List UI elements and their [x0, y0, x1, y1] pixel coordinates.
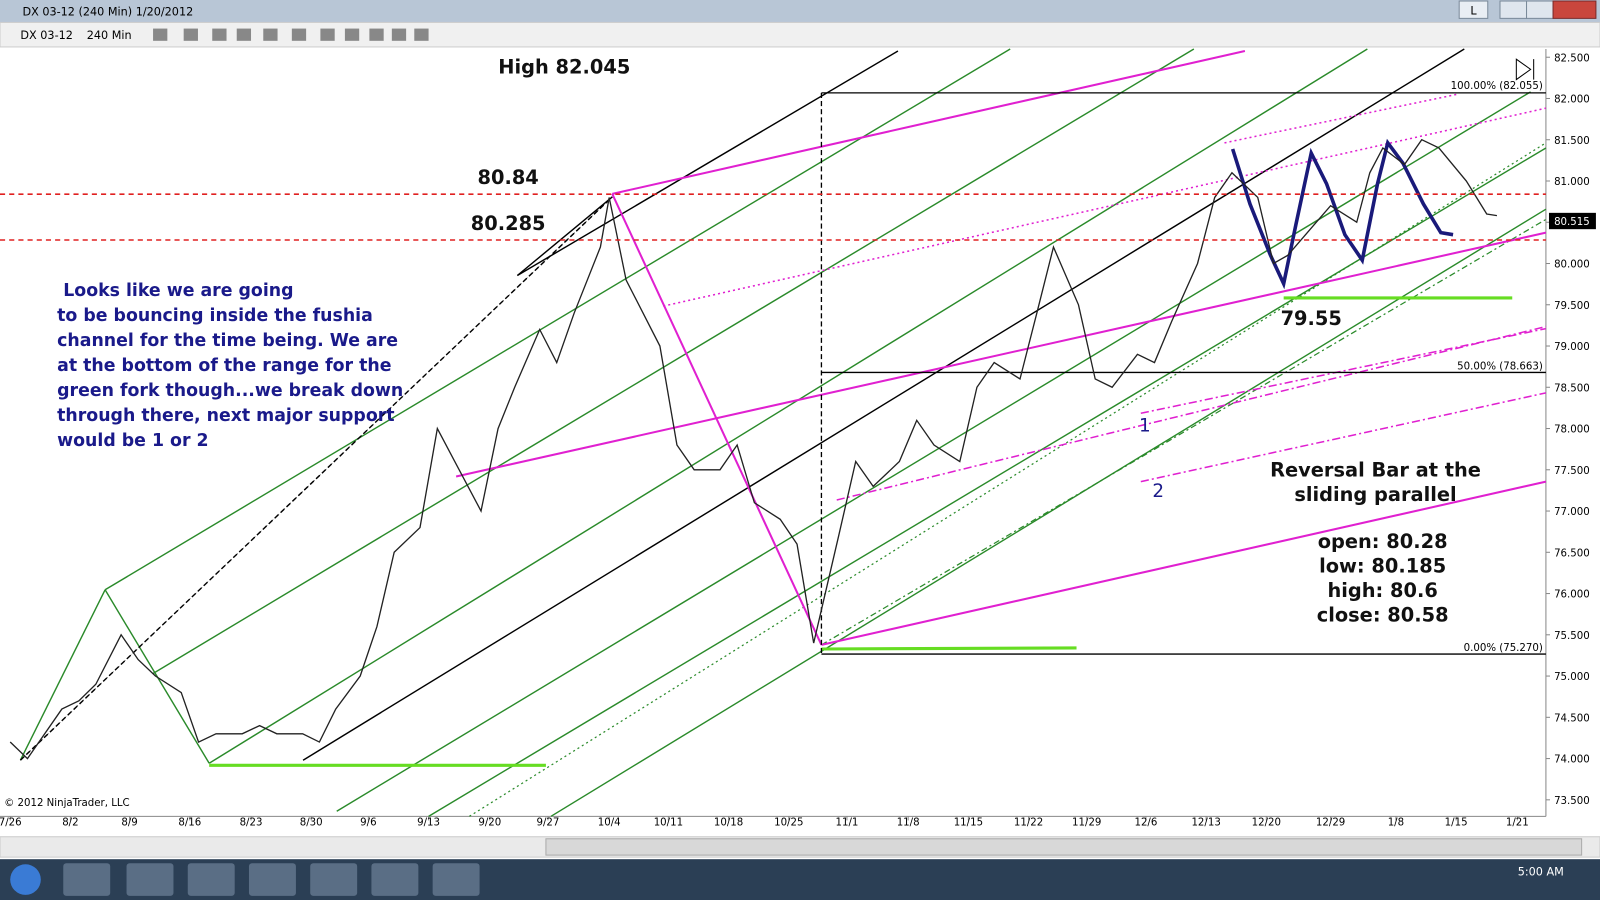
reversal-value: low: 80.185	[1319, 554, 1446, 577]
x-tick-label: 12/13	[1191, 818, 1220, 829]
y-tick-label: 81.500	[1554, 136, 1590, 147]
y-tick-label: 75.000	[1554, 672, 1590, 683]
x-tick-label: 11/8	[897, 818, 920, 829]
y-tick-label: 76.500	[1554, 548, 1590, 559]
x-tick-label: 7/26	[0, 818, 22, 829]
y-tick-label: 73.500	[1554, 796, 1590, 807]
note-line: at the bottom of the range for the	[57, 356, 391, 376]
y-tick-label: 82.500	[1554, 53, 1590, 64]
start-button[interactable]	[10, 864, 41, 895]
minimize[interactable]	[1499, 0, 1528, 19]
window-title: DX 03-12 (240 Min) 1/20/2012	[22, 5, 193, 18]
y-tick-label: 80.000	[1554, 260, 1590, 271]
reversal-title: sliding parallel	[1294, 483, 1456, 506]
close[interactable]	[1552, 0, 1597, 19]
reversal-title: Reversal Bar at the	[1270, 459, 1481, 482]
x-tick-label: 9/13	[417, 818, 440, 829]
taskbar	[0, 859, 1600, 900]
x-tick-label: 8/9	[121, 818, 137, 829]
toolbar-icons	[153, 28, 429, 41]
interval-select[interactable]: 240 Min	[87, 29, 132, 42]
y-tick-label: 77.500	[1554, 466, 1590, 477]
scroll-thumb[interactable]	[545, 838, 1583, 856]
support-marker: 2	[1152, 481, 1164, 502]
reversal-value: high: 80.6	[1327, 579, 1437, 602]
x-tick-label: 11/1	[835, 818, 858, 829]
x-tick-label: 11/22	[1014, 818, 1043, 829]
x-tick-label: 9/6	[360, 818, 376, 829]
level-label: 80.285	[471, 212, 546, 235]
title-bar	[0, 0, 1600, 23]
x-tick-label: 12/29	[1316, 818, 1345, 829]
plot-area	[0, 48, 1546, 817]
reversal-value: close: 80.58	[1317, 603, 1449, 626]
y-tick-label: 76.000	[1554, 590, 1590, 601]
copyright: © 2012 NinjaTrader, LLC	[4, 798, 130, 809]
reversal-value: open: 80.28	[1318, 530, 1448, 553]
y-tick-label: 77.000	[1554, 507, 1590, 518]
x-tick-label: 9/27	[537, 818, 560, 829]
fib-label: 50.00% (78.663)	[1457, 361, 1543, 372]
x-tick-label: 10/11	[654, 818, 683, 829]
support-marker: 1	[1139, 416, 1151, 437]
note-line: channel for the time being. We are	[57, 331, 398, 351]
y-tick-label: 78.000	[1554, 425, 1590, 436]
note-line: to be bouncing inside the fushia	[57, 306, 373, 326]
instrument-select[interactable]: DX 03-12	[20, 29, 72, 42]
note-line: would be 1 or 2	[57, 431, 208, 451]
y-tick-label: 74.500	[1554, 713, 1590, 724]
note-line: Looks like we are going	[63, 281, 293, 301]
fib-label: 100.00% (82.055)	[1451, 81, 1543, 92]
taskbar-apps[interactable]	[63, 863, 480, 896]
x-tick-label: 10/18	[714, 818, 743, 829]
fib-label: 0.00% (75.270)	[1464, 643, 1543, 654]
x-tick-label: 8/23	[240, 818, 263, 829]
l-button[interactable]	[1458, 0, 1489, 19]
x-tick-label: 8/30	[300, 818, 323, 829]
x-tick-label: 12/6	[1134, 818, 1157, 829]
l-button-label[interactable]: L	[1470, 4, 1477, 17]
low-label: 79.55	[1281, 307, 1342, 330]
last-price-label: 80.515	[1554, 217, 1590, 228]
drawing-tools	[19, 48, 1547, 817]
x-tick-label: 8/16	[178, 818, 201, 829]
y-tick-label: 78.500	[1554, 383, 1590, 394]
x-tick-label: 1/8	[1388, 818, 1404, 829]
x-tick-label: 8/2	[62, 818, 78, 829]
x-tick-label: 1/15	[1445, 818, 1468, 829]
high-label: High 82.045	[498, 55, 630, 78]
note-line: through there, next major support	[57, 406, 394, 426]
x-tick-label: 11/29	[1072, 818, 1101, 829]
y-tick-label: 81.000	[1554, 177, 1590, 188]
x-tick-label: 9/20	[478, 818, 501, 829]
y-tick-label: 79.500	[1554, 301, 1590, 312]
x-tick-label: 1/21	[1506, 818, 1529, 829]
last-price-tag	[1548, 212, 1596, 230]
y-tick-label: 79.000	[1554, 342, 1590, 353]
maximize[interactable]	[1526, 0, 1554, 19]
level-label: 80.84	[478, 166, 539, 189]
note-line: green fork though...we break down	[57, 381, 403, 401]
y-tick-label: 74.000	[1554, 755, 1590, 766]
y-tick-label: 75.500	[1554, 631, 1590, 642]
clock: 5:00 AM	[1518, 866, 1564, 879]
x-tick-label: 10/4	[598, 818, 621, 829]
x-tick-label: 12/20	[1252, 818, 1281, 829]
x-tick-label: 11/15	[954, 818, 983, 829]
x-tick-label: 10/25	[774, 818, 803, 829]
price-line	[9, 138, 1498, 760]
y-tick-label: 82.000	[1554, 95, 1590, 106]
